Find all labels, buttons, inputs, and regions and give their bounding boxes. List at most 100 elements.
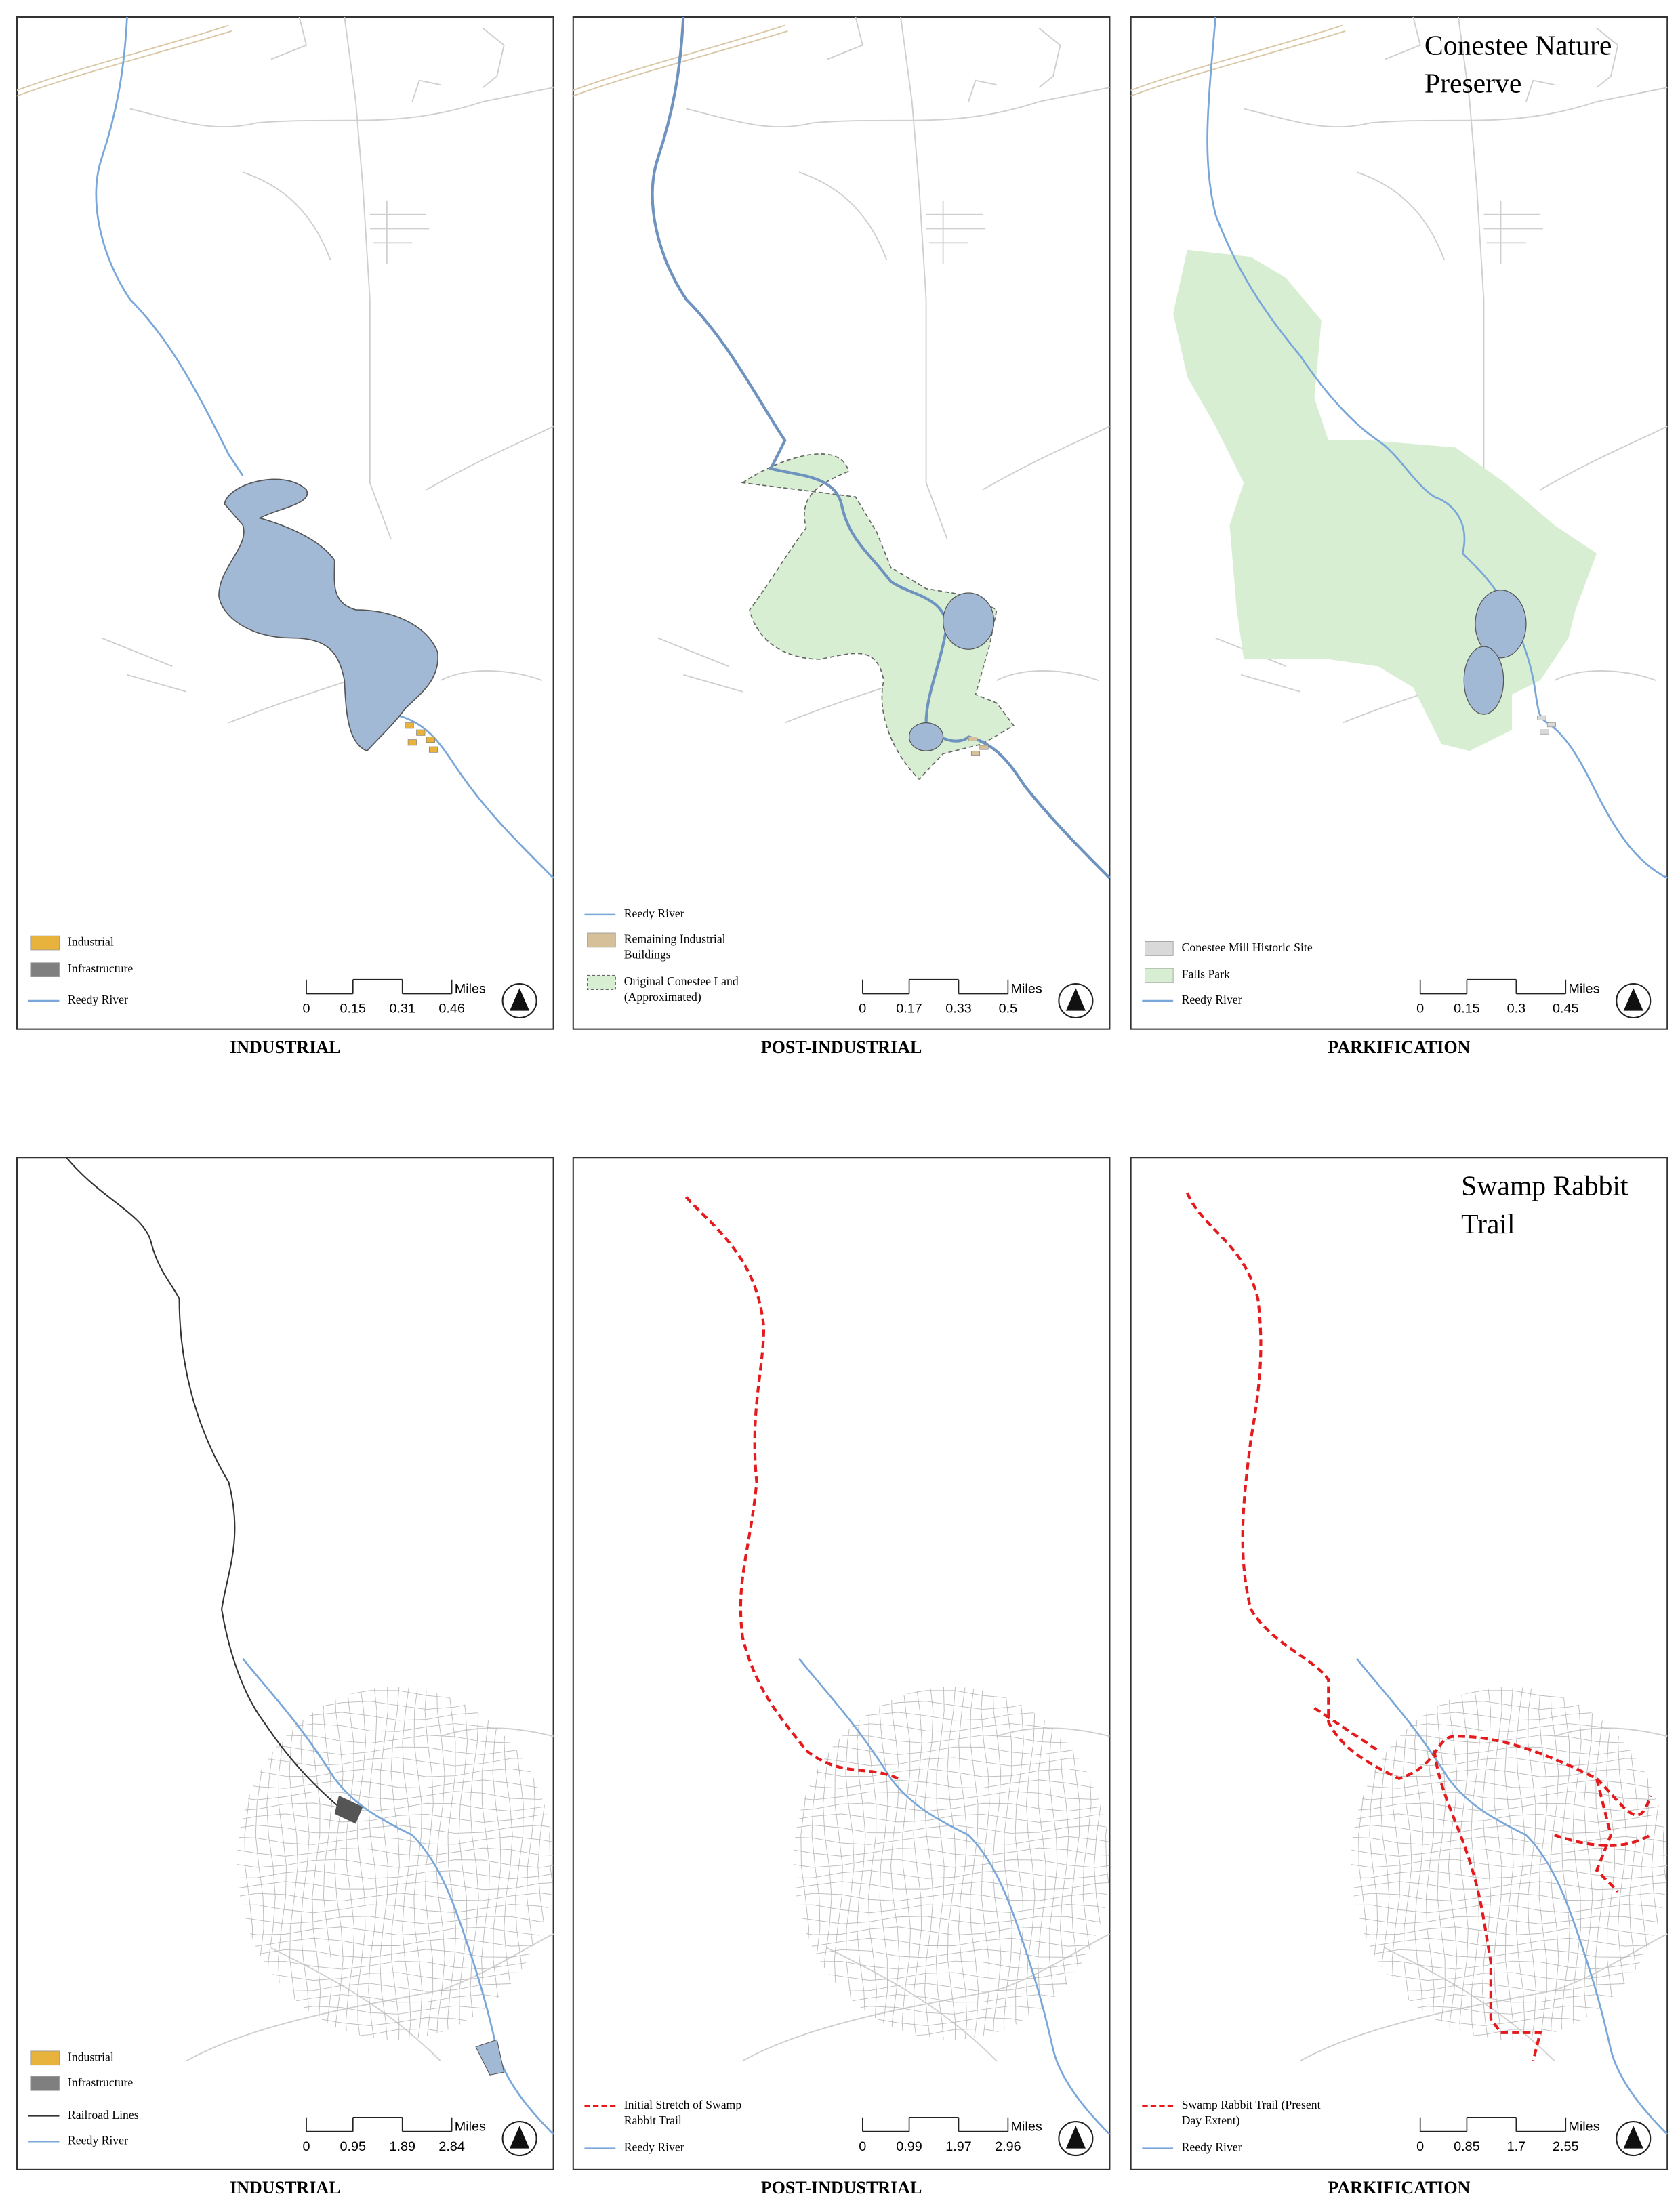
lake (942, 592, 995, 650)
street (793, 1971, 1110, 1981)
legend-label: Reedy River (68, 993, 128, 1006)
industrial-building (416, 729, 426, 736)
road (742, 1933, 1110, 2062)
road (1385, 16, 1421, 60)
road (827, 1947, 998, 2062)
street (1037, 1687, 1047, 2040)
highway (1130, 30, 1346, 97)
street (1583, 1687, 1593, 2040)
street (237, 1779, 554, 1789)
street (237, 1971, 554, 1981)
north-arrow (1623, 2126, 1643, 2149)
street (1117, 1680, 1125, 2052)
scale-unit: Miles (1011, 2120, 1042, 2134)
road (243, 171, 331, 260)
street (237, 1746, 554, 1755)
street (793, 1870, 1110, 1880)
road (1038, 27, 1061, 88)
street (1351, 1768, 1668, 1777)
north-arrow (1065, 2126, 1086, 2149)
scale-label: 0 (859, 2139, 866, 2154)
legend-label: Industrial (68, 2050, 114, 2063)
street (237, 1960, 554, 1970)
scale-bar (1419, 978, 1567, 995)
street (1351, 1870, 1668, 1880)
road (270, 1947, 441, 2062)
highway (573, 24, 785, 91)
street (334, 1687, 344, 2040)
road (982, 426, 1110, 491)
road (1483, 200, 1543, 264)
street (1675, 1680, 1680, 2052)
legend-label: Reedy River (68, 2133, 128, 2147)
legend-swatch (586, 974, 616, 990)
highway (16, 30, 232, 97)
street (237, 1757, 554, 1767)
legend-label: Falls Park (1182, 968, 1230, 981)
river (398, 714, 554, 879)
scale-label: 0.33 (945, 1002, 972, 1016)
road (968, 79, 997, 102)
map-panel: Swamp Rabbit Trail Swamp Rabbit Trail (Pre… (1130, 1157, 1680, 2197)
map-panel: Industrial Infrastructure Reedy River 0 0.15… (16, 16, 554, 1057)
scale-label: 0.15 (1454, 1002, 1480, 1016)
scale-unit: Miles (1568, 2120, 1599, 2134)
street (970, 1687, 979, 2040)
road (369, 200, 430, 264)
north-arrow (1065, 988, 1086, 1011)
street (1403, 1687, 1412, 2040)
scale-label: 0.5 (999, 1002, 1018, 1016)
legend-label: Infrastructure (68, 962, 133, 975)
scale-label: 0.99 (896, 2139, 922, 2154)
street (481, 1687, 491, 2040)
legend-swatch (1145, 941, 1174, 956)
map-panel: Reedy River Remaining Industrial Buildings… (572, 16, 1111, 1057)
panel-frame (16, 1157, 554, 2170)
map-title: Preserve (1425, 68, 1521, 100)
road (440, 1727, 554, 1737)
street (1595, 1687, 1604, 2040)
street (1481, 1687, 1492, 2040)
scale-label: 0.17 (896, 1002, 922, 1016)
lake (218, 478, 438, 752)
scale-label: 0 (1416, 2139, 1424, 2154)
street (237, 1937, 554, 1947)
street (793, 1960, 1110, 1970)
street (1471, 1687, 1480, 2040)
street (560, 1680, 569, 2052)
street (237, 1847, 554, 1857)
scale-unit: Miles (455, 982, 486, 997)
trail (1595, 1777, 1652, 1817)
scale-label: 0 (303, 2139, 310, 2154)
street (913, 1687, 922, 2040)
lake (1463, 646, 1504, 715)
industrial-building (426, 737, 435, 743)
street (323, 1687, 332, 2040)
scale-label: 1.89 (389, 2139, 415, 2154)
street (793, 1779, 1110, 1789)
lake (475, 2039, 505, 2076)
street (1351, 1779, 1668, 1789)
street (1351, 1791, 1668, 1800)
legend-swatch (1145, 968, 1174, 983)
street (237, 1825, 554, 1834)
street (793, 1949, 1110, 1958)
road (127, 674, 187, 693)
street (793, 1915, 1110, 1924)
street (793, 1926, 1110, 1936)
road (996, 1727, 1110, 1737)
legend-label: Remaining Industrial (624, 932, 726, 945)
trail (684, 1196, 899, 1780)
road (1554, 1727, 1668, 1737)
street (1448, 1687, 1458, 2040)
street (458, 1687, 468, 2040)
street (424, 1687, 434, 2040)
street (470, 1687, 479, 2040)
street (356, 1687, 367, 2040)
road (827, 16, 863, 60)
street (1351, 1757, 1668, 1767)
legend-label: (Approximated) (624, 990, 701, 1004)
road (683, 674, 743, 693)
legend-label: Infrastructure (68, 2076, 133, 2089)
map-panel: Conestee Nature Preserve Conestee Mill His… (1130, 16, 1668, 1057)
